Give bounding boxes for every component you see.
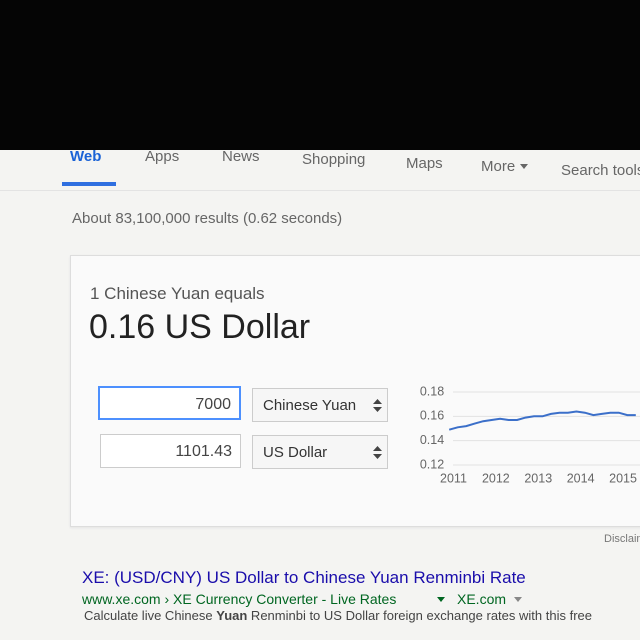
result-title[interactable]: XE: (USD/CNY) US Dollar to Chinese Yuan … <box>82 568 526 587</box>
currency-select[interactable]: Chinese Yuan <box>252 388 388 422</box>
y-tick-label: 0.18 <box>420 384 444 398</box>
currency-select[interactable]: US Dollar <box>252 435 388 469</box>
dropdown-arrow <box>437 597 445 602</box>
screen-bezel <box>0 0 640 150</box>
dropdown-arrow <box>514 597 522 602</box>
tab[interactable]: Shopping <box>302 151 366 168</box>
x-tick-label: 2015 <box>609 471 637 485</box>
tab[interactable]: Search tools <box>561 162 640 179</box>
tab[interactable]: More <box>481 158 516 175</box>
snippet-text: Renminbi to US Dollar foreign exchange r… <box>247 608 592 623</box>
x-tick-label: 2014 <box>567 471 595 485</box>
result-snippet: Calculate live Chinese Yuan Renminbi to … <box>84 608 592 623</box>
x-tick-label: 2012 <box>482 471 510 485</box>
disclaimer-link[interactable]: Disclaimer <box>604 533 640 545</box>
active-tab-indicator <box>62 182 116 186</box>
amount-input[interactable]: 1101.43 <box>100 434 241 468</box>
amount-input[interactable]: 7000 <box>98 386 241 420</box>
tab[interactable]: News <box>222 148 260 165</box>
y-tick-label: 0.14 <box>420 433 444 447</box>
equals-label: 1 Chinese Yuan equals <box>90 284 265 303</box>
tab[interactable]: Apps <box>145 148 180 165</box>
snippet-highlight: Yuan <box>216 608 248 623</box>
conversion-result: 0.16 US Dollar <box>89 308 311 346</box>
select-arrows <box>373 399 382 412</box>
tab[interactable]: Web <box>70 148 102 165</box>
x-tick-label: 2011 <box>440 471 467 485</box>
snippet-text: Calculate live Chinese <box>84 608 217 623</box>
y-tick-label: 0.12 <box>420 457 444 471</box>
dropdown-arrow <box>520 164 528 169</box>
rate-line <box>448 410 636 431</box>
result-site[interactable]: XE.com <box>457 591 507 607</box>
result-url[interactable]: www.xe.com › XE Currency Converter - Liv… <box>82 591 397 607</box>
y-tick-label: 0.16 <box>420 409 444 423</box>
results-stats: About 83,100,000 results (0.62 seconds) <box>72 210 343 227</box>
select-arrows <box>373 446 382 459</box>
tab[interactable]: Maps <box>406 155 443 172</box>
x-tick-label: 2013 <box>524 471 552 485</box>
divider <box>0 190 640 191</box>
